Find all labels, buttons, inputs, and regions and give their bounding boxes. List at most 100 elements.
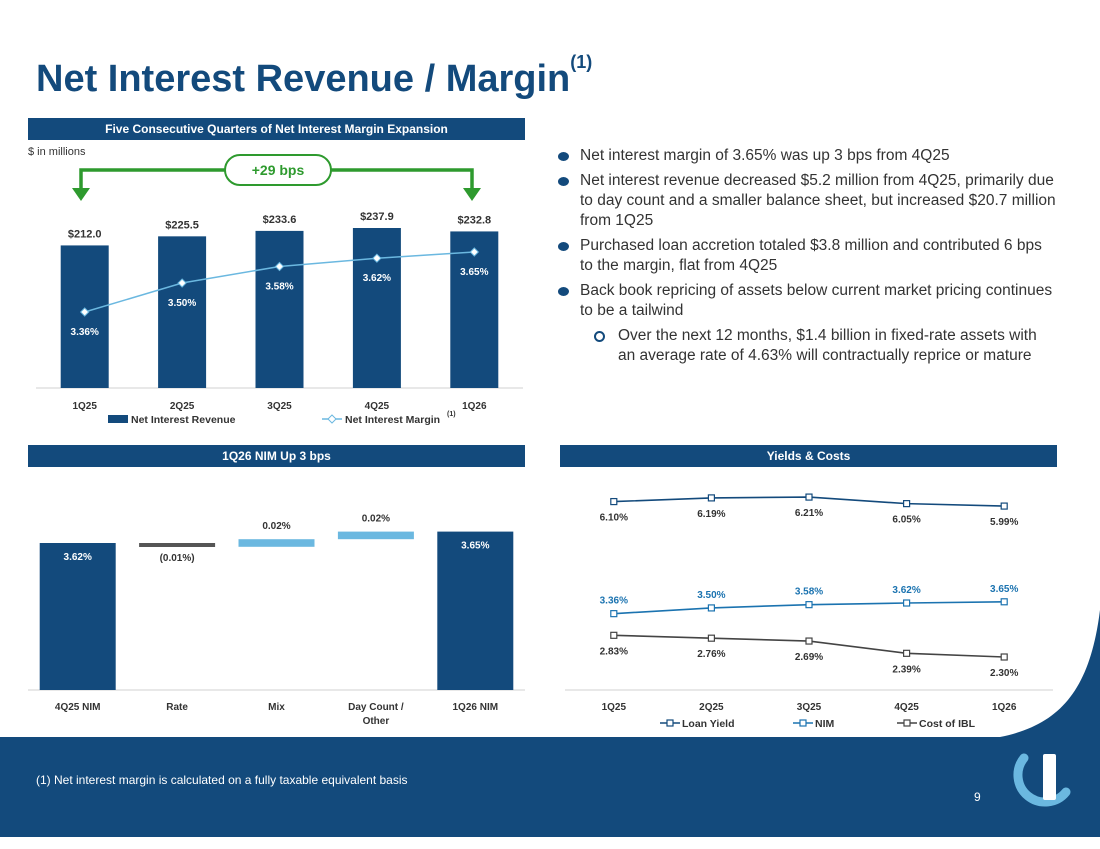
arrow-down-icon bbox=[463, 188, 481, 201]
series-point bbox=[1000, 598, 1008, 606]
series-point bbox=[1000, 653, 1008, 661]
chart1-x-tick-label: 4Q25 bbox=[365, 401, 390, 412]
page-title-text: Net Interest Revenue / Margin bbox=[36, 58, 571, 100]
chart1-x-tick-label: 1Q25 bbox=[72, 401, 97, 412]
nir-bar-label: $237.9 bbox=[360, 211, 394, 223]
series-point bbox=[1000, 502, 1008, 510]
legend-marker-icon bbox=[799, 719, 807, 727]
chart3-x-tick-label: 2Q25 bbox=[699, 702, 724, 713]
nim-point-label: 3.36% bbox=[71, 327, 99, 338]
series-point bbox=[902, 500, 911, 508]
chart2-x-tick-label: Rate bbox=[166, 702, 188, 713]
nir-bar-label: $212.0 bbox=[68, 228, 102, 240]
nim-expansion-chart-header: Five Consecutive Quarters of Net Interes… bbox=[28, 118, 525, 140]
nim-total-bar bbox=[437, 531, 514, 690]
bullet-text: Net interest margin of 3.65% was up 3 bp… bbox=[580, 147, 950, 164]
page-number: 9 bbox=[974, 790, 981, 804]
series-point bbox=[805, 601, 813, 609]
legend-marker-icon bbox=[327, 414, 337, 424]
legend-label: Cost of IBL bbox=[919, 718, 976, 730]
legend-swatch-bar bbox=[108, 415, 128, 423]
bps-callout-pill bbox=[224, 154, 332, 186]
chart1-x-tick-label: 3Q25 bbox=[267, 401, 292, 412]
series-point-label: 6.05% bbox=[892, 515, 920, 526]
nim-point bbox=[372, 253, 382, 263]
series-point-label: 6.19% bbox=[697, 509, 725, 520]
page-title-footnote-marker: (1) bbox=[570, 52, 593, 72]
series-point bbox=[707, 494, 716, 502]
bullet-item: Net interest margin of 3.65% was up 3 bp… bbox=[556, 146, 1056, 166]
nim-point bbox=[469, 247, 480, 257]
page-title: Net Interest Revenue / Margin(1) bbox=[36, 52, 592, 101]
waterfall-value-label: 3.62% bbox=[64, 552, 92, 563]
series-point-label: 2.83% bbox=[600, 646, 628, 657]
bullet-dot-icon bbox=[558, 242, 569, 251]
nir-bar bbox=[255, 230, 304, 388]
series-point-label: 6.10% bbox=[600, 513, 628, 524]
bullet-dot-icon bbox=[558, 287, 569, 296]
bullet-dot-icon bbox=[558, 177, 569, 186]
series-point-label: 6.21% bbox=[795, 508, 823, 519]
chart3-x-tick-label: 1Q25 bbox=[602, 702, 627, 713]
series-point-label: 2.39% bbox=[892, 664, 920, 675]
bullet-dot-icon bbox=[558, 152, 569, 161]
bullet-text: Over the next 12 months, $1.4 billion in… bbox=[618, 327, 1037, 364]
nir-bar-label: $232.8 bbox=[457, 214, 491, 226]
legend-label: NIM bbox=[815, 718, 835, 730]
chart1-x-tick-label: 2Q25 bbox=[170, 401, 195, 412]
series-point-label: 2.69% bbox=[795, 652, 823, 663]
chart1-x-tick-label: 1Q26 bbox=[462, 401, 487, 412]
series-point bbox=[610, 497, 618, 506]
series-point bbox=[707, 604, 716, 612]
nim-point-label: 3.62% bbox=[363, 273, 391, 284]
nim-walk-chart-header: 1Q26 NIM Up 3 bps bbox=[28, 445, 525, 467]
chart2-x-tick-label: Day Count / bbox=[348, 702, 404, 713]
chart2-x-tick-label: 4Q25 NIM bbox=[55, 702, 101, 713]
nim-point-label: 3.65% bbox=[460, 267, 488, 278]
nim-change-bar bbox=[337, 531, 414, 540]
legend-marker-icon bbox=[903, 719, 911, 727]
nir-bar-label: $225.5 bbox=[165, 219, 199, 231]
commentary-bullets: Net interest margin of 3.65% was up 3 bp… bbox=[556, 146, 1056, 371]
series-point-label: 2.30% bbox=[990, 668, 1018, 679]
nir-bar bbox=[450, 231, 499, 388]
yields-costs-chart-header: Yields & Costs bbox=[560, 445, 1057, 467]
bullet-text: Back book repricing of assets below curr… bbox=[580, 282, 1053, 319]
nim-total-bar bbox=[39, 543, 116, 690]
series-point-label: 3.50% bbox=[697, 590, 725, 601]
footnote: (1) Net interest margin is calculated on… bbox=[36, 773, 408, 787]
nim-change-bar bbox=[238, 539, 315, 547]
chart2-x-tick-label: Mix bbox=[268, 702, 285, 713]
series-point bbox=[707, 634, 716, 642]
series-point bbox=[805, 493, 813, 501]
legend-label: Net Interest Revenue bbox=[131, 414, 236, 426]
annotation-bracket-right bbox=[331, 168, 474, 190]
series-point bbox=[902, 599, 911, 607]
logo-icon bbox=[1043, 754, 1056, 800]
nir-bar-label: $233.6 bbox=[263, 214, 297, 226]
series-point-label: 2.76% bbox=[697, 649, 725, 660]
bullet-text: Purchased loan accretion totaled $3.8 mi… bbox=[580, 237, 1042, 274]
bullet-item: Net interest revenue decreased $5.2 mill… bbox=[556, 171, 1056, 231]
logo-icon bbox=[1013, 753, 1071, 807]
nir-bar bbox=[60, 245, 109, 388]
bps-callout-text: +29 bps bbox=[252, 162, 305, 178]
series-point-label: 3.65% bbox=[990, 584, 1018, 595]
series-point-label: 5.99% bbox=[990, 517, 1018, 528]
nim-point-label: 3.50% bbox=[168, 298, 196, 309]
chart2-x-tick-label: Other bbox=[363, 716, 390, 727]
nim-change-bar bbox=[139, 543, 216, 547]
nim-point bbox=[274, 261, 285, 272]
legend-label: Net Interest Margin bbox=[345, 414, 440, 426]
series-point bbox=[610, 610, 618, 618]
series-point-label: 3.62% bbox=[892, 585, 920, 596]
bullet-ring-icon bbox=[594, 331, 605, 342]
series-point bbox=[610, 631, 618, 639]
legend-footnote-marker: (1) bbox=[447, 411, 456, 418]
legend-label: Loan Yield bbox=[682, 718, 735, 730]
nir-bar bbox=[352, 228, 401, 388]
nir-bar bbox=[158, 236, 207, 388]
arrow-down-icon bbox=[72, 188, 90, 201]
annotation-bracket-left bbox=[79, 168, 225, 190]
chart3-x-tick-label: 1Q26 bbox=[992, 702, 1017, 713]
